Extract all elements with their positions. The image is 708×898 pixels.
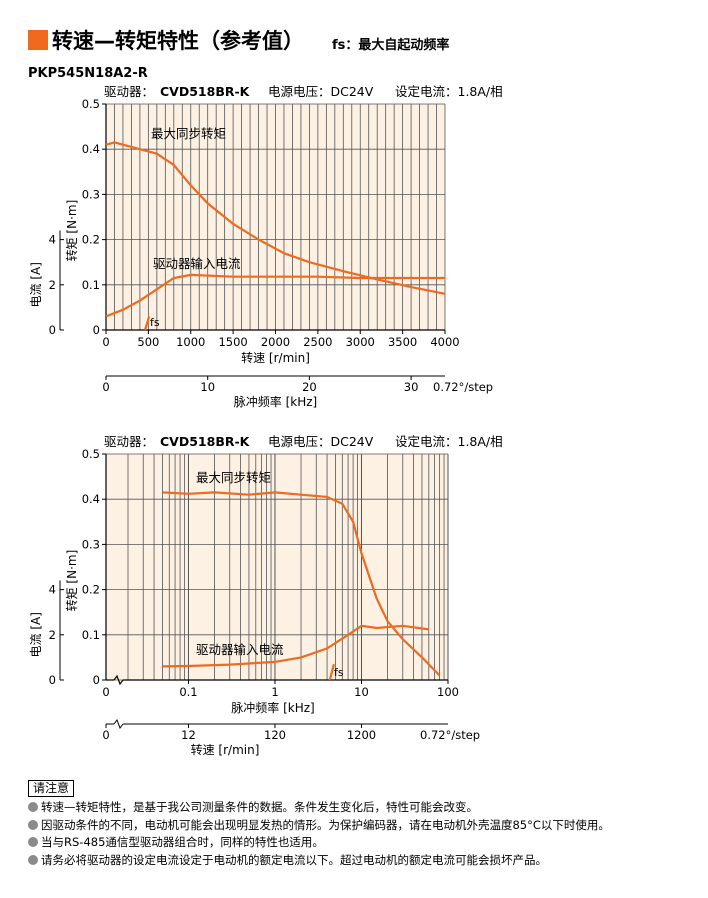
series-label-torque: 最大同步转矩 bbox=[196, 470, 271, 485]
step-angle-label: 0.72°/step bbox=[433, 380, 493, 394]
x-tick-label: 1000 bbox=[176, 335, 205, 349]
torque-axis-label: 转矩 [N·m] bbox=[64, 550, 79, 612]
pulse-tick-label: 20 bbox=[302, 380, 317, 394]
pulse-tick-label: 0 bbox=[102, 380, 109, 394]
pulse-tick-label: 30 bbox=[404, 380, 419, 394]
notes-heading: 请注意 bbox=[28, 780, 75, 797]
x-tick-label: 3000 bbox=[346, 335, 375, 349]
page-title: 转速—转矩特性（参考值） bbox=[52, 29, 304, 53]
y-tick-label: 0.5 bbox=[82, 97, 100, 111]
note-text: 当与RS-485通信型驱动器组合时，同样的特性也适用。 bbox=[41, 835, 324, 849]
bullet-icon bbox=[28, 837, 38, 847]
current-tick-label: 4 bbox=[49, 233, 56, 247]
pulse-axis-label: 脉冲频率 [kHz] bbox=[234, 394, 317, 409]
x-tick-label: 3500 bbox=[388, 335, 417, 349]
chart-frequency-torque-log: 驱动器： CVD518BR-K 电源电压：DC24V 设定电流：1.8A/相 0 0.1 0… bbox=[29, 434, 503, 757]
supply-voltage: 电源电压：DC24V bbox=[268, 434, 374, 449]
torque-axis-label: 转矩 [N·m] bbox=[64, 200, 79, 262]
fs-note: fs：最大自起动频率 bbox=[332, 38, 450, 53]
series-line bbox=[162, 491, 441, 677]
y-tick-label: 0 bbox=[93, 323, 100, 337]
driver-label: 驱动器： bbox=[104, 434, 154, 449]
note-item: 转速—转矩特性，是基于我公司测量条件的数据。条件发生变化后，特性可能会改变。 bbox=[28, 799, 698, 817]
note-text: 转速—转矩特性，是基于我公司测量条件的数据。条件发生变化后，特性可能会改变。 bbox=[41, 800, 478, 814]
x-tick-label: 0 bbox=[102, 335, 109, 349]
speed-tick-label: 1200 bbox=[347, 728, 376, 742]
y-tick-label: 0.5 bbox=[82, 447, 100, 461]
note-item: 因驱动条件的不同，电动机可能会出现明显发热的情形。为保护编码器，请在电动机外壳温… bbox=[28, 817, 698, 835]
y-tick-label: 0.1 bbox=[82, 628, 100, 642]
current-tick-label: 0 bbox=[49, 323, 56, 337]
y-tick-label: 0.2 bbox=[82, 233, 100, 247]
y-tick-label: 0.2 bbox=[82, 583, 100, 597]
y-tick-label: 0.1 bbox=[82, 278, 100, 292]
speed-tick-label: 0 bbox=[102, 728, 109, 742]
note-text: 请务必将驱动器的设定电流设定于电动机的额定电流以下。超过电动机的额定电流可能会损… bbox=[41, 852, 547, 867]
x-tick-label: 1500 bbox=[218, 335, 247, 349]
y-tick-label: 0.3 bbox=[82, 187, 100, 201]
current-axis-label: 电流 [A] bbox=[29, 262, 43, 307]
fs-marker-line bbox=[328, 663, 335, 681]
pulse-tick-label: 10 bbox=[200, 380, 215, 394]
series-label-fs: fs bbox=[334, 666, 344, 679]
axis-break-icon bbox=[113, 718, 124, 730]
series-label-current: 驱动器输入电流 bbox=[196, 642, 284, 657]
driver-label: 驱动器： bbox=[104, 84, 154, 99]
x-axis-label: 脉冲频率 [kHz] bbox=[231, 700, 314, 715]
model-name: PKP545N18A2-R bbox=[28, 66, 148, 81]
current-axis-label: 电流 [A] bbox=[29, 612, 43, 657]
series-label-fs: fs bbox=[150, 316, 160, 329]
note-item: 当与RS-485通信型驱动器组合时，同样的特性也适用。 bbox=[28, 834, 698, 852]
current-tick-label: 4 bbox=[49, 583, 56, 597]
x-tick-label: 10 bbox=[354, 685, 369, 699]
step-angle-label: 0.72°/step bbox=[420, 728, 480, 742]
current-tick-label: 2 bbox=[49, 278, 56, 292]
x-tick-label: 0.1 bbox=[179, 685, 197, 699]
x-tick-label: 500 bbox=[137, 335, 159, 349]
x-tick-label: 4000 bbox=[430, 335, 459, 349]
fs-marker-line bbox=[143, 316, 151, 331]
x-tick-label: 2500 bbox=[303, 335, 332, 349]
x-tick-label: 1 bbox=[271, 685, 278, 699]
x-tick-label: 2000 bbox=[261, 335, 290, 349]
x-tick-label: 100 bbox=[437, 685, 459, 699]
title-marker bbox=[28, 30, 48, 50]
y-tick-label: 0.3 bbox=[82, 537, 100, 551]
current-tick-label: 0 bbox=[49, 673, 56, 687]
axis-break-icon bbox=[113, 674, 124, 686]
set-current: 设定电流：1.8A/相 bbox=[395, 434, 503, 449]
driver-model: CVD518BR-K bbox=[160, 84, 251, 99]
driver-model: CVD518BR-K bbox=[160, 434, 251, 449]
current-tick-label: 2 bbox=[49, 628, 56, 642]
speed-axis-label: 转速 [r/min] bbox=[191, 742, 260, 757]
series-line bbox=[162, 624, 429, 668]
y-tick-label: 0.4 bbox=[82, 492, 100, 506]
x-tick-label: 0 bbox=[102, 685, 109, 699]
x-axis-label: 转速 [r/min] bbox=[241, 350, 310, 365]
note-text: 因驱动条件的不同，电动机可能会出现明显发热的情形。为保护编码器，请在电动机外壳温… bbox=[41, 817, 610, 832]
y-tick-label: 0 bbox=[93, 673, 100, 687]
bullet-icon bbox=[28, 854, 38, 865]
supply-voltage: 电源电压：DC24V bbox=[268, 84, 374, 99]
speed-tick-label: 120 bbox=[264, 728, 286, 742]
series-label-torque: 最大同步转矩 bbox=[151, 126, 226, 141]
note-item: 请务必将驱动器的设定电流设定于电动机的额定电流以下。超过电动机的额定电流可能会损… bbox=[28, 852, 698, 870]
series-label-current: 驱动器输入电流 bbox=[153, 256, 241, 271]
chart-speed-torque-linear: 驱动器： CVD518BR-K 电源电压：DC24V 设定电流：1.8A/相 0 0.1 0… bbox=[29, 84, 503, 409]
bullet-icon bbox=[28, 819, 38, 830]
speed-tick-label: 12 bbox=[181, 728, 196, 742]
notes-section: 请注意 转速—转矩特性，是基于我公司测量条件的数据。条件发生变化后，特性可能会改… bbox=[28, 780, 698, 869]
page-header: 转速—转矩特性（参考值） fs：最大自起动频率 bbox=[0, 0, 708, 60]
bullet-icon bbox=[28, 802, 38, 812]
series-line bbox=[105, 273, 445, 318]
series-line bbox=[105, 141, 446, 295]
y-tick-label: 0.4 bbox=[82, 142, 100, 156]
set-current: 设定电流：1.8A/相 bbox=[395, 84, 503, 99]
